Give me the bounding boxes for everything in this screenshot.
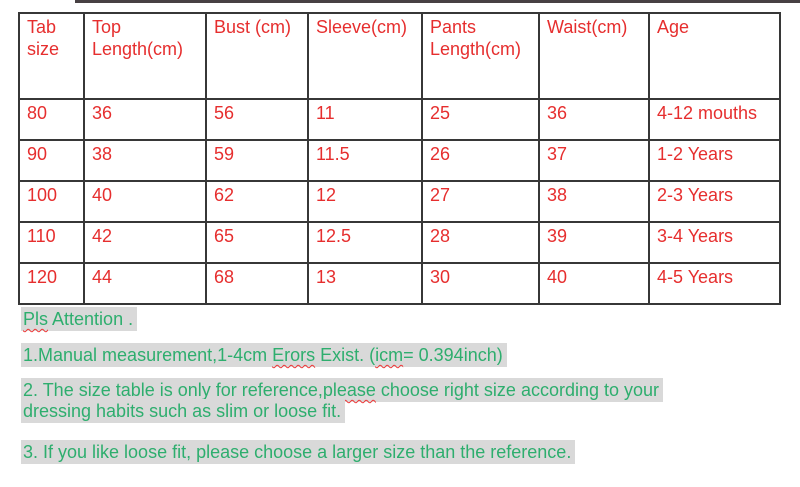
misspelled-word: reference,please bbox=[241, 380, 376, 400]
table-cell: 65 bbox=[205, 221, 309, 264]
column-header-sleeve: Sleeve(cm) bbox=[307, 12, 423, 100]
table-cell: 120 bbox=[18, 262, 85, 305]
table-cell: 38 bbox=[538, 180, 650, 223]
table-cell: 2-3 Years bbox=[648, 180, 781, 223]
notes-heading: Pls Attention . bbox=[21, 307, 138, 331]
column-header-age: Age bbox=[648, 12, 781, 100]
table-cell: 59 bbox=[205, 139, 309, 182]
table-cell: 3-4 Years bbox=[648, 221, 781, 264]
table-cell: 44 bbox=[83, 262, 207, 305]
misspelled-word: Erors bbox=[272, 345, 316, 365]
table-cell: 56 bbox=[205, 98, 309, 141]
cropped-top-border-line bbox=[75, 0, 800, 3]
table-cell: 80 bbox=[18, 98, 85, 141]
table-cell: 13 bbox=[307, 262, 423, 305]
table-cell: 62 bbox=[205, 180, 309, 223]
table-cell: 4-12 mouths bbox=[648, 98, 781, 141]
table-cell: 25 bbox=[421, 98, 540, 141]
table-row-size-90: 90 38 59 11.5 26 37 1-2 Years bbox=[18, 139, 781, 182]
misspelled-word: Pls bbox=[23, 309, 49, 329]
table-cell: 40 bbox=[83, 180, 207, 223]
table-row-size-80: 80 36 56 11 25 36 4-12 mouths bbox=[18, 98, 781, 141]
table-cell: 90 bbox=[18, 139, 85, 182]
note-1-text: = 0.394inch) bbox=[403, 345, 503, 365]
table-cell: 36 bbox=[83, 98, 207, 141]
table-cell: 12 bbox=[307, 180, 423, 223]
table-cell: 12.5 bbox=[307, 221, 423, 264]
misspelled-word: icm bbox=[375, 345, 404, 365]
note-2-text: 2. The size table is only for bbox=[23, 380, 242, 400]
note-1: 1.Manual measurement,1-4cm Erors Exist. … bbox=[21, 343, 507, 367]
table-cell: 110 bbox=[18, 221, 85, 264]
table-cell: 39 bbox=[538, 221, 650, 264]
note-3-text: 3. If you like loose fit, please choose … bbox=[21, 440, 576, 464]
column-header-bust: Bust (cm) bbox=[205, 12, 309, 100]
note-1-text: Exist. ( bbox=[315, 345, 376, 365]
table-cell: 100 bbox=[18, 180, 85, 223]
table-cell: 26 bbox=[421, 139, 540, 182]
table-cell: 28 bbox=[421, 221, 540, 264]
size-chart-table: Tab size Top Length(cm) Bust (cm) Sleeve… bbox=[18, 12, 781, 305]
note-2-text: choose right size according to your bbox=[375, 380, 660, 400]
note-3: 3. If you like loose fit, please choose … bbox=[21, 440, 576, 464]
table-cell: 11.5 bbox=[307, 139, 423, 182]
column-header-waist: Waist(cm) bbox=[538, 12, 650, 100]
table-cell: 40 bbox=[538, 262, 650, 305]
table-cell: 11 bbox=[307, 98, 423, 141]
note-1-text: 1.Manual measurement,1-4cm bbox=[23, 345, 273, 365]
notes-heading-text: Attention . bbox=[48, 309, 134, 329]
table-cell: 4-5 Years bbox=[648, 262, 781, 305]
note-2: 2. The size table is only for reference,… bbox=[21, 378, 664, 423]
table-cell: 38 bbox=[83, 139, 207, 182]
table-cell: 68 bbox=[205, 262, 309, 305]
table-row-size-100: 100 40 62 12 27 38 2-3 Years bbox=[18, 180, 781, 223]
table-cell: 37 bbox=[538, 139, 650, 182]
table-cell: 30 bbox=[421, 262, 540, 305]
header-row: Tab size Top Length(cm) Bust (cm) Sleeve… bbox=[18, 12, 781, 100]
table-cell: 27 bbox=[421, 180, 540, 223]
table-row-size-120: 120 44 68 13 30 40 4-5 Years bbox=[18, 262, 781, 305]
note-2-line2: dressing habits such as slim or loose fi… bbox=[21, 399, 346, 423]
table-cell: 1-2 Years bbox=[648, 139, 781, 182]
table-row-size-110: 110 42 65 12.5 28 39 3-4 Years bbox=[18, 221, 781, 264]
column-header-top-length: Top Length(cm) bbox=[83, 12, 207, 100]
column-header-tab-size: Tab size bbox=[18, 12, 85, 100]
table-cell: 42 bbox=[83, 221, 207, 264]
column-header-pants-length: Pants Length(cm) bbox=[421, 12, 540, 100]
table-cell: 36 bbox=[538, 98, 650, 141]
